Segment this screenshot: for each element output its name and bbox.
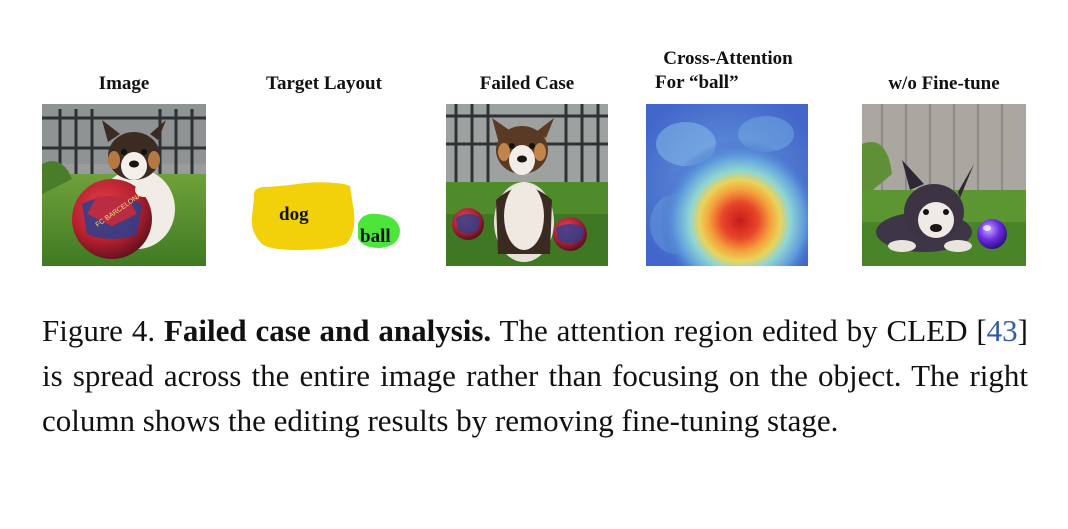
wo-finetune-image [862, 104, 1026, 266]
target-layout-panel: dog ball [234, 104, 414, 266]
panel-title-wo-finetune: w/o Fine-tune [888, 73, 1000, 94]
panel-title-image: Image [98, 73, 150, 94]
panel-title-cross-attention-line2: For “ball” [655, 72, 739, 93]
caption-text-a: The attention region edited by CLED [ [499, 313, 987, 348]
corgi-with-ball-image: FC BARCELONA [42, 104, 206, 266]
failed-case-image [446, 104, 608, 266]
failed-case-panel [446, 104, 608, 266]
dog-mask-shape [251, 182, 355, 250]
figure-label: Figure 4. [42, 313, 156, 348]
layout-mask-image: dog ball [234, 104, 414, 266]
caption-bold-title: Failed case and analysis. [163, 313, 492, 348]
wo-finetune-panel [862, 104, 1026, 266]
citation-link[interactable]: 43 [986, 313, 1018, 348]
panel-title-target-layout: Target Layout [266, 73, 382, 94]
cross-attention-panel [646, 104, 808, 266]
figure-caption: Figure 4. Failed case and analysis. The … [42, 308, 1028, 443]
panel-title-failed-case: Failed Case [479, 73, 575, 94]
dog-mask-label: dog [279, 204, 309, 225]
panel-title-cross-attention: Cross-Attention For “ball” [640, 47, 816, 95]
panel-title-cross-attention-line1: Cross-Attention [663, 48, 793, 69]
cross-attention-heatmap [646, 104, 808, 266]
original-image-panel: FC BARCELONA [42, 104, 206, 266]
ball-mask-label: ball [360, 226, 391, 247]
ball-mask-shape [358, 213, 400, 248]
caption-text-b: ] is spread across the entire image rath… [42, 313, 1028, 438]
